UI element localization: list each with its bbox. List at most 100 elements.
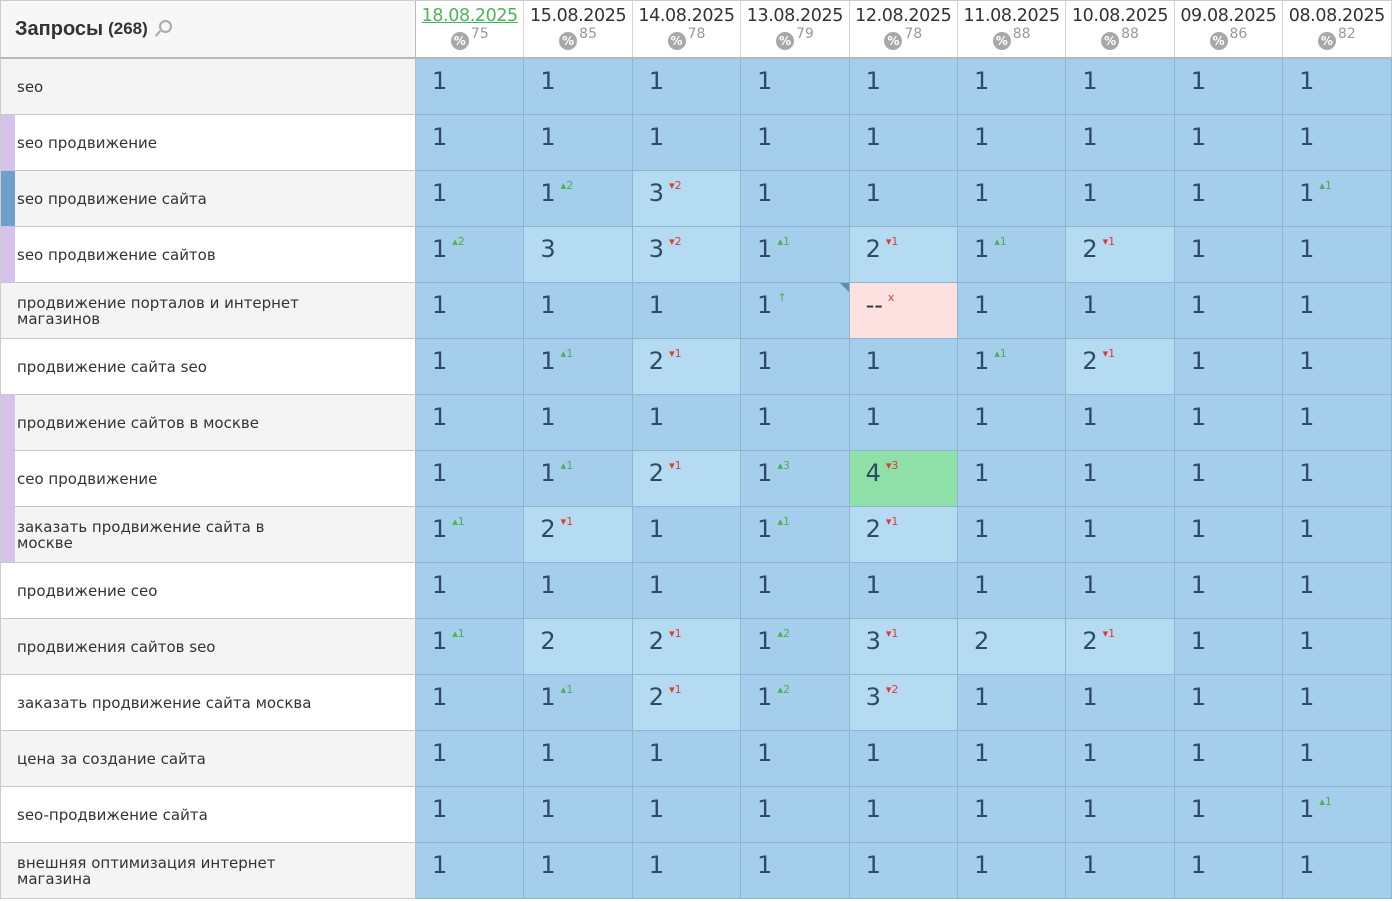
position-cell[interactable]: 2 ▾1 — [1066, 339, 1175, 395]
position-cell[interactable]: 1 — [1174, 787, 1284, 843]
keyword-cell[interactable]: seo продвижение — [0, 115, 416, 171]
position-cell[interactable]: 1 — [741, 115, 850, 171]
position-cell[interactable]: 1 — [957, 59, 1067, 115]
position-cell[interactable]: 1 ▴1 — [741, 227, 850, 283]
keyword-cell[interactable]: продвижение сео — [0, 563, 416, 619]
date-label[interactable]: 11.08.2025 — [963, 6, 1061, 26]
position-cell[interactable]: 3 ▾1 — [849, 619, 958, 675]
position-cell[interactable]: 1 — [1066, 563, 1175, 619]
keyword-cell[interactable]: seo продвижение сайта — [0, 171, 416, 227]
position-cell[interactable]: 1 — [849, 731, 958, 787]
position-cell[interactable]: 1 — [1066, 171, 1175, 227]
keyword-cell[interactable]: заказать продвижение сайта москва — [0, 675, 416, 731]
position-cell[interactable]: 3 ▾2 — [632, 227, 742, 283]
position-cell[interactable]: 1 — [849, 787, 958, 843]
position-cell[interactable]: 1 — [1066, 451, 1175, 507]
position-cell[interactable]: 1 — [957, 115, 1067, 171]
keyword-cell[interactable]: seo-продвижение сайта — [0, 787, 416, 843]
position-cell[interactable]: 1 — [1174, 227, 1284, 283]
date-label[interactable]: 10.08.2025 — [1071, 6, 1169, 26]
position-cell[interactable]: 1 — [1283, 675, 1392, 731]
position-cell[interactable]: 1 — [1283, 283, 1392, 339]
date-label[interactable]: 09.08.2025 — [1180, 6, 1277, 26]
date-label[interactable]: 08.08.2025 — [1288, 6, 1386, 26]
position-cell[interactable]: 1 ▴2 — [741, 619, 850, 675]
position-cell[interactable]: 1 ▴1 — [957, 339, 1067, 395]
position-cell[interactable]: 1 — [849, 339, 958, 395]
position-cell[interactable]: 2 ▾1 — [849, 507, 958, 563]
position-cell[interactable]: 1 — [1283, 395, 1392, 451]
keyword-cell[interactable]: seo — [0, 59, 416, 115]
position-cell[interactable]: 1 — [1283, 339, 1392, 395]
position-cell[interactable]: 1 ▴2 — [741, 675, 850, 731]
position-cell[interactable]: 3 ▾2 — [849, 675, 958, 731]
position-cell[interactable]: 2 — [957, 619, 1067, 675]
position-cell[interactable]: 1 ▴1 — [524, 339, 633, 395]
position-cell[interactable]: 3 ▾2 — [632, 171, 742, 227]
position-cell[interactable]: 1 — [524, 115, 633, 171]
date-label[interactable]: 14.08.2025 — [638, 6, 735, 26]
keyword-cell[interactable]: seo продвижение сайтов — [0, 227, 416, 283]
position-cell[interactable]: 1 — [957, 507, 1067, 563]
position-cell[interactable]: 1 — [957, 451, 1067, 507]
position-cell[interactable]: 2 ▾1 — [632, 451, 742, 507]
position-cell[interactable]: 1 — [1283, 59, 1392, 115]
position-cell[interactable]: 1 — [524, 563, 633, 619]
position-cell[interactable]: 1 — [632, 395, 742, 451]
position-cell[interactable]: 1 — [849, 843, 958, 899]
position-cell[interactable]: 1 — [1283, 843, 1392, 899]
position-cell[interactable]: 1 — [1174, 395, 1284, 451]
position-cell[interactable]: 1 — [741, 339, 850, 395]
position-cell[interactable]: 1 — [416, 395, 525, 451]
position-cell[interactable]: 1 — [524, 731, 633, 787]
position-cell[interactable]: 1 ▴1 — [741, 507, 850, 563]
keyword-cell[interactable]: цена за создание сайта — [0, 731, 416, 787]
position-cell[interactable]: 1 — [741, 59, 850, 115]
date-label[interactable]: 18.08.2025 — [421, 6, 519, 26]
position-cell[interactable]: 1 — [1066, 283, 1175, 339]
position-cell[interactable]: 1 ▴3 — [741, 451, 850, 507]
position-cell[interactable]: 1 — [416, 675, 525, 731]
position-cell[interactable]: 1 — [416, 283, 525, 339]
position-cell[interactable]: 1 — [1174, 507, 1284, 563]
position-cell[interactable]: 1 — [1174, 619, 1284, 675]
position-cell[interactable]: -- x — [849, 283, 958, 339]
position-cell[interactable]: 1 — [416, 171, 525, 227]
position-cell[interactable]: 1 — [1283, 507, 1392, 563]
position-cell[interactable]: 2 ▾1 — [1066, 227, 1175, 283]
position-cell[interactable]: 1 ▴2 — [524, 171, 633, 227]
position-cell[interactable]: 1 — [416, 787, 525, 843]
position-cell[interactable]: 2 ▾1 — [632, 339, 742, 395]
position-cell[interactable]: 1 — [1174, 563, 1284, 619]
position-cell[interactable]: 1 — [1283, 227, 1392, 283]
note-corner-icon[interactable] — [839, 283, 849, 292]
position-cell[interactable]: 1 — [741, 787, 850, 843]
position-cell[interactable]: 1 — [632, 843, 742, 899]
position-cell[interactable]: 1 — [849, 59, 958, 115]
date-label[interactable]: 12.08.2025 — [855, 6, 952, 26]
position-cell[interactable]: 1 — [1283, 115, 1392, 171]
position-cell[interactable]: 1 — [1066, 675, 1175, 731]
position-cell[interactable]: 1 — [1066, 507, 1175, 563]
position-cell[interactable]: 1 ▴1 — [1283, 171, 1392, 227]
position-cell[interactable]: 1 — [957, 563, 1067, 619]
position-cell[interactable]: 2 ▾1 — [632, 675, 742, 731]
position-cell[interactable]: 3 — [524, 227, 633, 283]
position-cell[interactable]: 1 ▴1 — [416, 619, 525, 675]
position-cell[interactable]: 1 — [741, 563, 850, 619]
date-label[interactable]: 13.08.2025 — [746, 6, 844, 26]
position-cell[interactable]: 1 — [849, 563, 958, 619]
position-cell[interactable]: 1 ▴1 — [1283, 787, 1392, 843]
position-cell[interactable]: 1 — [632, 787, 742, 843]
position-cell[interactable]: 1 — [849, 115, 958, 171]
position-cell[interactable]: 1 — [849, 171, 958, 227]
position-cell[interactable]: 2 — [524, 619, 633, 675]
position-cell[interactable]: 1 — [1174, 451, 1284, 507]
position-cell[interactable]: 1 ▴1 — [416, 507, 525, 563]
position-cell[interactable]: 2 ▾1 — [849, 227, 958, 283]
position-cell[interactable]: 1 — [1066, 115, 1175, 171]
position-cell[interactable]: 1 ▴1 — [957, 227, 1067, 283]
position-cell[interactable]: 1 — [416, 339, 525, 395]
position-cell[interactable]: 1 — [741, 731, 850, 787]
position-cell[interactable]: 1 — [741, 843, 850, 899]
